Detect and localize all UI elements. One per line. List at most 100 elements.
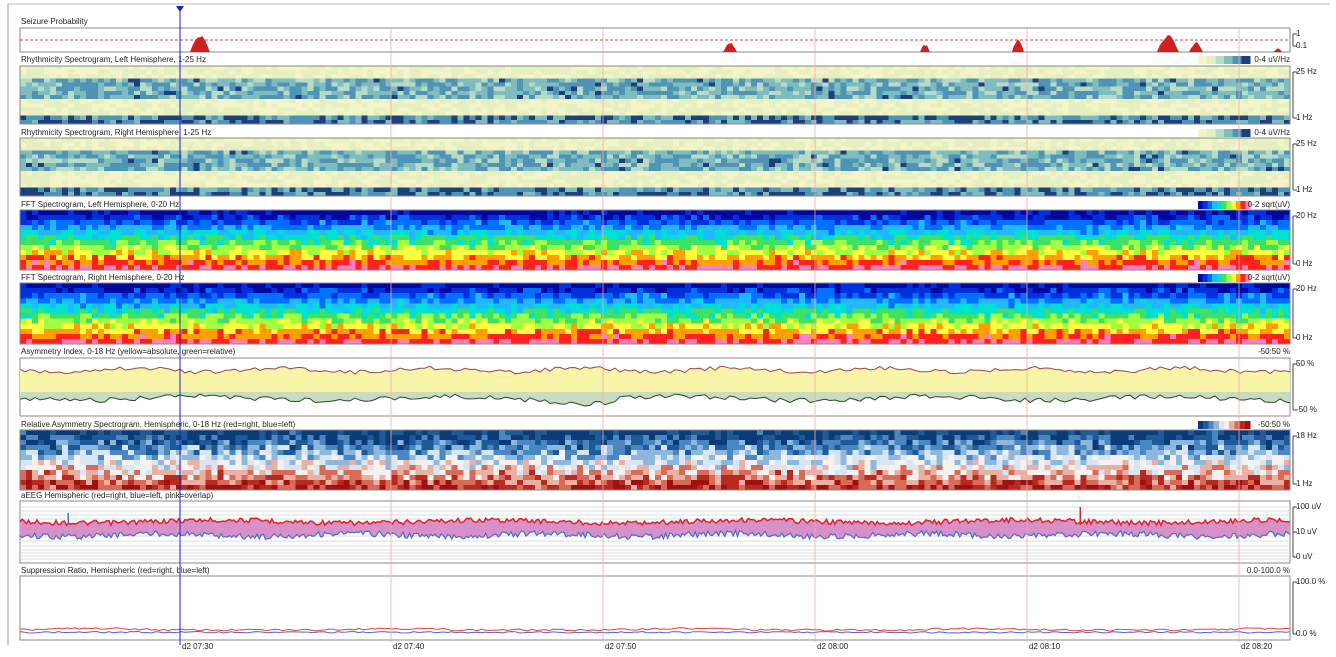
spectrogram-cell: [943, 91, 950, 96]
spectrogram-cell: [565, 116, 572, 121]
spectrogram-cell: [308, 70, 315, 75]
spectrogram-cell: [427, 155, 434, 160]
spectrogram-cell: [607, 95, 614, 100]
spectrogram-cell: [379, 163, 386, 168]
spectrogram-cell: [433, 91, 440, 96]
spectrogram-cell: [116, 142, 123, 147]
spectrogram-cell: [487, 155, 494, 160]
spectrogram-cell: [733, 138, 740, 143]
spectrogram-cell: [1134, 99, 1141, 104]
spectrogram-cell: [350, 103, 357, 108]
spectrogram-cell: [481, 78, 488, 83]
spectrogram-cell: [469, 167, 476, 172]
spectrogram-cell: [979, 74, 986, 79]
spectrogram-cell: [1134, 70, 1141, 75]
spectrogram-cell: [266, 184, 273, 189]
spectrogram-cell: [86, 188, 93, 193]
spectrogram-cell: [709, 95, 716, 100]
spectrogram-cell: [128, 179, 135, 184]
spectrogram-cell: [445, 142, 452, 147]
spectrogram-cell: [853, 70, 860, 75]
spectrogram-cell: [368, 188, 375, 193]
axis-label: 1 Hz: [1296, 113, 1312, 122]
spectrogram-cell: [362, 78, 369, 83]
spectrogram-cell: [74, 103, 81, 108]
spectrogram-cell: [421, 91, 428, 96]
spectrogram-cell: [92, 78, 99, 83]
spectrogram-cell: [571, 142, 578, 147]
spectrogram-cell: [38, 179, 45, 184]
spectrogram-cell: [643, 159, 650, 164]
spectrogram-cell: [242, 159, 249, 164]
spectrogram-cell: [991, 95, 998, 100]
spectrogram-cell: [182, 87, 189, 92]
spectrogram-cell: [1158, 103, 1165, 108]
spectrogram-cell: [619, 179, 626, 184]
spectrogram-cell: [625, 155, 632, 160]
spectrogram-cell: [1020, 83, 1027, 88]
spectrogram-cell: [685, 83, 692, 88]
spectrogram-cell: [811, 91, 818, 96]
spectrogram-cell: [1068, 103, 1075, 108]
spectrogram-cell: [242, 83, 249, 88]
spectrogram-cell: [236, 74, 243, 79]
spectrogram-cell: [445, 138, 452, 143]
spectrogram-cell: [583, 95, 590, 100]
spectrogram-cell: [218, 116, 225, 121]
spectrogram-cell: [613, 103, 620, 108]
spectrogram-cell: [158, 103, 165, 108]
spectrogram-cell: [1092, 107, 1099, 112]
spectrogram-cell: [140, 99, 147, 104]
spectrogram-cell: [242, 142, 249, 147]
spectrogram-cell: [1194, 91, 1201, 96]
spectrogram-cell: [230, 116, 237, 121]
spectrogram-cell: [613, 78, 620, 83]
spectrogram-cell: [134, 70, 141, 75]
spectrogram-cell: [745, 116, 752, 121]
spectrogram-cell: [613, 150, 620, 155]
spectrogram-cell: [895, 103, 902, 108]
spectrogram-cell: [667, 95, 674, 100]
spectrogram-cell: [793, 103, 800, 108]
spectrogram-cell: [272, 138, 279, 143]
spectrogram-cell: [655, 171, 662, 176]
spectrogram-cell: [949, 95, 956, 100]
spectrogram-cell: [1098, 70, 1105, 75]
spectrogram-cell: [877, 78, 884, 83]
spectrogram-cell: [661, 91, 668, 96]
spectrogram-cell: [577, 179, 584, 184]
spectrogram-cell: [1122, 99, 1129, 104]
spectrogram-cell: [1003, 66, 1010, 71]
spectrogram-cell: [937, 70, 944, 75]
spectrogram-cell: [955, 70, 962, 75]
spectrogram-cell: [128, 167, 135, 172]
spectrogram-cell: [1218, 87, 1225, 92]
spectrogram-cell: [787, 171, 794, 176]
spectrogram-cell: [961, 83, 968, 88]
spectrogram-cell: [781, 138, 788, 143]
spectrogram-cell: [823, 83, 830, 88]
spectrogram-cell: [92, 74, 99, 79]
spectrogram-cell: [865, 155, 872, 160]
spectrogram-cell: [643, 167, 650, 172]
spectrogram-cell: [284, 142, 291, 147]
spectrogram-cell: [535, 171, 542, 176]
spectrogram-cell: [727, 146, 734, 151]
spectrogram-cell: [565, 107, 572, 112]
spectrogram-cell: [1164, 87, 1171, 92]
spectrogram-cell: [110, 155, 117, 160]
spectrogram-cell: [919, 112, 926, 117]
spectrogram-cell: [781, 159, 788, 164]
spectrogram-cell: [1003, 112, 1010, 117]
spectrogram-cell: [1266, 70, 1273, 75]
spectrogram-cell: [116, 155, 123, 160]
spectrogram-cell: [505, 70, 512, 75]
spectrogram-cell: [1230, 91, 1237, 96]
spectrogram-cell: [1110, 116, 1117, 121]
spectrogram-cell: [763, 74, 770, 79]
spectrogram-cell: [487, 87, 494, 92]
spectrogram-cell: [427, 163, 434, 168]
spectrogram-cell: [679, 167, 686, 172]
spectrogram-cell: [1200, 112, 1207, 117]
spectrogram-cell: [403, 167, 410, 172]
